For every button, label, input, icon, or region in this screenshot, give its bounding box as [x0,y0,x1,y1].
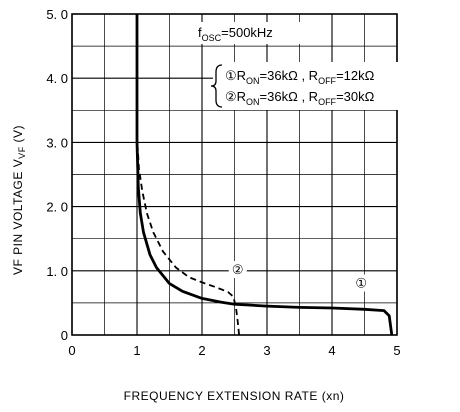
legend-entry-part: ON [246,97,260,107]
y-tick-labels: 0 1. 0 2. 0 3. 0 4. 0 5. 0 [46,7,68,343]
series-marker-background [228,261,247,279]
freq-value: =500kHz [221,25,273,40]
legend-entry-part: R [237,89,246,104]
legend-entry-part: ① [225,68,237,83]
y-axis-title-subscript: VF [17,146,27,159]
series-layer [135,14,394,336]
legend-entry-part: OFF [318,76,336,86]
series-marker-background [352,274,371,292]
legend-entry: ②RON=36kΩ , ROFF=30kΩ [225,89,375,107]
legend-background [213,62,459,110]
legend-entry-part: =36kΩ [260,89,299,104]
x-tick-label: 3 [263,343,270,358]
legend-entry-part: R [309,89,318,104]
legend-entry-part: R [309,68,318,83]
legend-entry-part: =36kΩ [260,68,299,83]
y-axis-title-main: VF PIN VOLTAGE V [11,159,25,275]
series-line-dashed [136,14,240,336]
legend-entry-part: , [298,89,309,104]
legend-entry: ①RON=36kΩ , ROFF=12kΩ [225,68,375,86]
legend-brace [210,64,223,108]
series-marker: ② [232,262,244,277]
condition-background [193,22,323,44]
y-tick-label: 2. 0 [46,200,68,215]
x-tick-label: 4 [328,343,335,358]
oscillator-frequency-label: fOSC=500kHz [198,25,273,43]
legend-entry-part: OFF [318,97,336,107]
x-tick-label: 5 [393,343,400,358]
x-tick-label: 1 [133,343,140,358]
freq-symbol: f [198,25,202,40]
y-tick-label: 4. 0 [46,71,68,86]
series-markers: ①② [228,261,371,292]
legend-entry-part: =12kΩ [336,68,375,83]
y-tick-label: 0 [61,328,68,343]
legend-entry-part: R [237,68,246,83]
y-tick-label: 3. 0 [46,135,68,150]
x-tick-labels: 0 1 2 3 4 5 [68,343,400,358]
legend-entry-part: =30kΩ [336,89,375,104]
series-marker: ① [355,275,367,290]
y-tick-label: 5. 0 [46,7,68,22]
freq-subscript: OSC [202,33,222,43]
legend-entry-part: ② [225,89,237,104]
legend-entry-part: , [298,68,309,83]
y-tick-label: 1. 0 [46,264,68,279]
x-tick-label: 2 [198,343,205,358]
x-axis-title: FREQUENCY EXTENSION RATE (xn) [124,389,345,403]
series-line-solid [135,14,394,336]
plot-frame [71,13,398,336]
y-axis-title-unit: (V) [11,125,25,146]
x-tick-label: 0 [68,343,75,358]
legend-entry-part: ON [246,76,260,86]
y-axis-title: VF PIN VOLTAGE VVF (V) [11,125,27,275]
